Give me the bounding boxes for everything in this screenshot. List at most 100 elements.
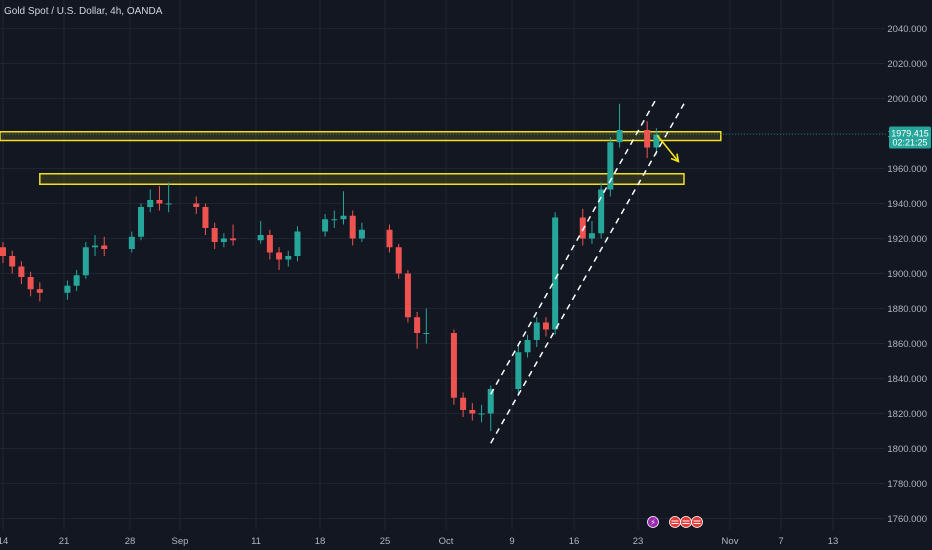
- candle-body: [9, 256, 16, 267]
- x-tick-label: 23: [633, 536, 644, 547]
- candle-body: [460, 397, 467, 410]
- zones: [0, 131, 722, 185]
- x-tick-label: 21: [59, 536, 70, 547]
- x-tick-label: 18: [315, 536, 326, 547]
- candle-body: [147, 200, 154, 207]
- candle-body: [193, 203, 200, 207]
- candles: [0, 103, 660, 431]
- candle-body: [294, 231, 301, 256]
- price-tag-value: 1979.415: [891, 129, 929, 139]
- price-tag-countdown: 02:21:25: [892, 138, 927, 148]
- candle-body: [414, 317, 421, 333]
- candle-body: [515, 352, 522, 389]
- candle-body: [257, 235, 264, 241]
- y-tick-label: 2040.000: [887, 24, 927, 35]
- chart-title: Gold Spot / U.S. Dollar, 4h, OANDA: [4, 6, 163, 17]
- candle-body: [423, 333, 430, 334]
- channel: [490, 98, 685, 444]
- candle-body: [386, 229, 393, 248]
- candle-body: [211, 228, 218, 242]
- candle-body: [0, 247, 6, 256]
- us-flag-icon[interactable]: [669, 516, 681, 528]
- us-flag-icon[interactable]: [680, 516, 692, 528]
- candle-body: [322, 219, 329, 232]
- y-tick-label: 1960.000: [887, 164, 927, 175]
- y-tick-label: 1920.000: [887, 234, 927, 245]
- candle-body: [340, 215, 347, 220]
- candle-body: [478, 413, 485, 415]
- candle-body: [552, 217, 559, 330]
- candle-body: [542, 322, 549, 330]
- y-tick-label: 1840.000: [887, 374, 927, 385]
- candle-body: [285, 256, 292, 260]
- candle-body: [156, 200, 163, 204]
- y-tick-label: 1880.000: [887, 304, 927, 315]
- resistance-zone: [0, 131, 722, 142]
- candle-body: [36, 289, 43, 293]
- support-zone: [39, 173, 685, 185]
- y-tick-label: 1760.000: [887, 514, 927, 525]
- candle-body: [607, 142, 614, 190]
- x-tick-label: Sep: [172, 536, 189, 547]
- y-tick-label: 1800.000: [887, 444, 927, 455]
- candle-body: [644, 130, 651, 148]
- candle-body: [266, 235, 273, 253]
- y-tick-label: 1860.000: [887, 339, 927, 350]
- x-tick-label: 16: [569, 536, 580, 547]
- x-tick-label: Nov: [722, 536, 739, 547]
- y-tick-label: 1900.000: [887, 269, 927, 280]
- candle-body: [598, 189, 605, 234]
- y-tick-label: 1820.000: [887, 409, 927, 420]
- x-tick-label: 28: [125, 536, 136, 547]
- event-icons: ⚡: [647, 516, 703, 528]
- forecast-arrow: [656, 134, 680, 163]
- candle-body: [487, 389, 494, 414]
- candle-body: [92, 245, 99, 248]
- x-tick-label: 25: [380, 536, 391, 547]
- x-tick-label: 14: [0, 536, 8, 547]
- candle-body: [616, 130, 623, 143]
- arrow-head: [670, 153, 680, 163]
- candle-body: [404, 273, 411, 318]
- candle-body: [138, 207, 145, 237]
- candle-body: [64, 285, 71, 293]
- x-tick-label: 7: [778, 536, 783, 547]
- channel-line: [490, 98, 658, 395]
- x-tick-label: 9: [509, 536, 514, 547]
- candle-body: [276, 252, 283, 260]
- candle-body: [579, 217, 586, 239]
- x-axis: 14 21 28 Sep 11 18 25 Oct 9 16 23 Nov 7 13: [0, 536, 838, 547]
- candle-body: [230, 238, 237, 241]
- candle-body: [469, 410, 476, 414]
- candle-body: [450, 333, 457, 398]
- y-tick-label: 2000.000: [887, 94, 927, 105]
- candle-body: [165, 203, 172, 205]
- candle-body: [101, 245, 108, 249]
- candle-body: [331, 219, 338, 221]
- candle-body: [588, 233, 595, 239]
- candle-body: [524, 340, 531, 353]
- price-tag-box: [889, 126, 931, 149]
- y-axis: 2040.0002020.0002000.0001980.0001960.000…: [887, 24, 927, 525]
- candle-body: [27, 277, 34, 290]
- lightning-icon[interactable]: ⚡: [647, 516, 659, 528]
- arrow: [656, 134, 680, 163]
- candle-body: [82, 247, 89, 276]
- us-flag-icon[interactable]: [691, 516, 703, 528]
- candle-body: [358, 229, 365, 239]
- candle-body: [653, 134, 660, 148]
- candle-body: [128, 236, 135, 249]
- y-tick-label: 2020.000: [887, 59, 927, 70]
- candle-body: [18, 266, 25, 277]
- event-icon-glyph: ⚡: [650, 518, 656, 527]
- candle-body: [533, 322, 540, 340]
- candle-body: [220, 238, 227, 242]
- candle-body: [395, 247, 402, 274]
- y-tick-label: 1940.000: [887, 199, 927, 210]
- x-tick-label: 11: [251, 536, 261, 547]
- x-tick-label: 13: [828, 536, 839, 547]
